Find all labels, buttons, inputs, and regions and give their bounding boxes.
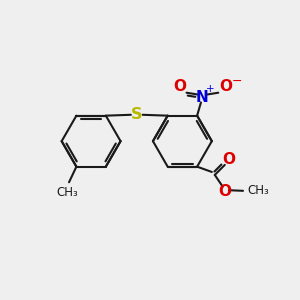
Text: N: N bbox=[196, 90, 209, 105]
Text: O: O bbox=[173, 79, 186, 94]
Text: O: O bbox=[222, 152, 236, 167]
Text: O: O bbox=[218, 184, 231, 199]
Text: +: + bbox=[206, 84, 214, 94]
Text: CH₃: CH₃ bbox=[57, 186, 78, 200]
Text: O: O bbox=[219, 79, 232, 94]
Text: S: S bbox=[131, 107, 142, 122]
Text: CH₃: CH₃ bbox=[247, 184, 269, 197]
Text: −: − bbox=[231, 75, 242, 88]
